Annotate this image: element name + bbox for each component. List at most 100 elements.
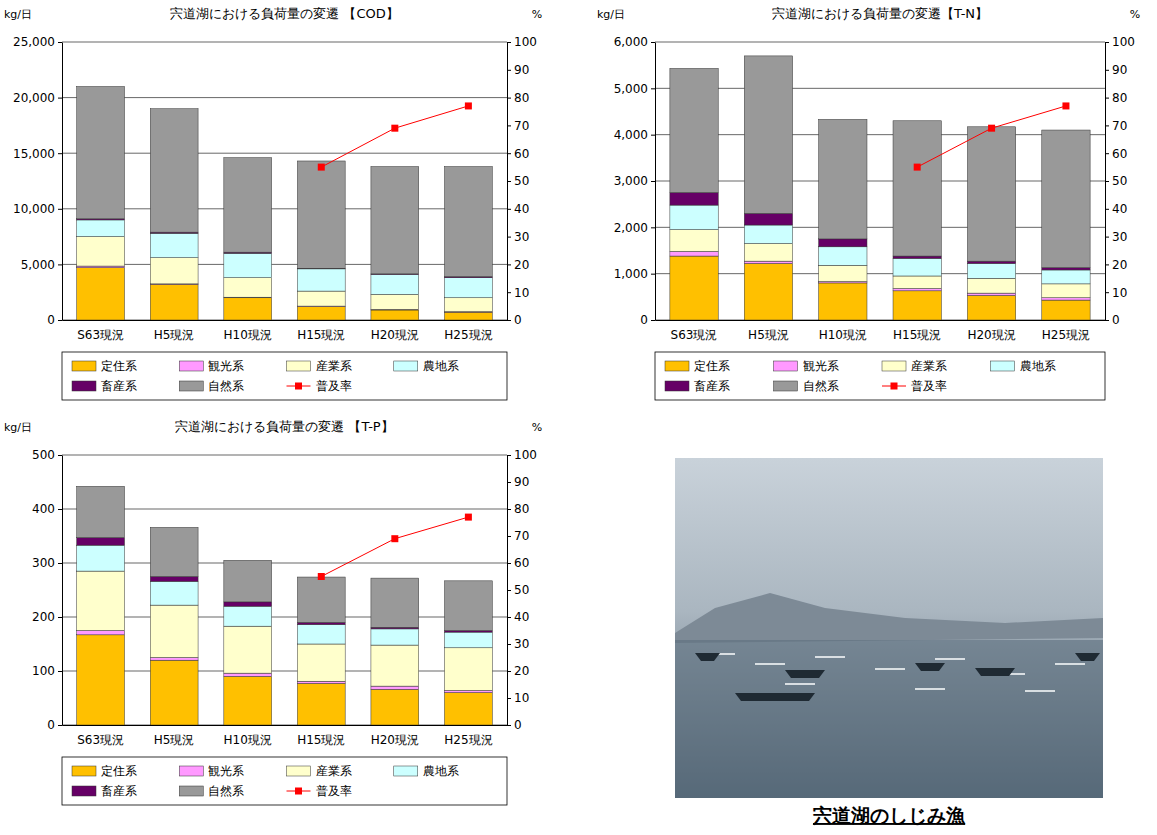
legend-label: 自然系 xyxy=(803,379,839,393)
bar-segment xyxy=(967,261,1015,263)
tick-mark xyxy=(507,617,511,618)
bar-segment xyxy=(819,239,867,247)
y-tick: 0 xyxy=(47,313,62,327)
legend-label: 産業系 xyxy=(316,764,352,778)
grid-line xyxy=(62,264,507,265)
bar-segment xyxy=(371,645,419,686)
legend: 定住系観光系産業系農地系畜産系自然系普及率 xyxy=(62,757,507,805)
x-tick: H25現況 xyxy=(444,328,492,342)
legend-swatch xyxy=(72,766,96,776)
y2-tick: 30 xyxy=(507,230,529,244)
tick-mark xyxy=(507,264,511,265)
y2-tick: 0 xyxy=(507,718,522,732)
bar-segment xyxy=(893,258,941,276)
y2-tick: 80 xyxy=(1105,91,1127,105)
bar-segment xyxy=(967,278,1015,293)
tick-label: 80 xyxy=(514,502,529,516)
legend-swatch xyxy=(891,383,898,390)
y-tick: 2,000 xyxy=(614,221,655,235)
tick-mark xyxy=(507,153,511,154)
photo-water xyxy=(675,640,1103,798)
tick-label: 80 xyxy=(1112,91,1127,105)
bar-segment xyxy=(150,284,198,320)
tick-mark xyxy=(507,125,511,126)
axis-line xyxy=(63,725,508,726)
grid-line xyxy=(62,208,507,209)
chart-panel: 01002003004005000102030405060708090100S6… xyxy=(4,419,542,805)
tick-mark xyxy=(507,482,511,483)
bar-segment xyxy=(1042,300,1090,320)
legend-item: 畜産系 xyxy=(72,379,137,393)
legend-swatch xyxy=(72,786,96,796)
tick-label: H25現況 xyxy=(444,328,492,342)
legend-swatch xyxy=(179,766,203,776)
tick-mark xyxy=(58,671,62,672)
tick-mark xyxy=(507,509,511,510)
bar-segment xyxy=(297,291,345,306)
y2-axis-title: % xyxy=(532,421,542,434)
y-tick: 4,000 xyxy=(614,128,655,142)
line-marker xyxy=(318,573,325,580)
tick-label: 5,000 xyxy=(614,82,648,96)
bar-segment xyxy=(1042,298,1090,300)
tick-mark xyxy=(651,135,655,136)
y-tick: 15,000 xyxy=(13,147,62,161)
line xyxy=(321,106,468,167)
photo-mountains xyxy=(675,593,1103,643)
legend-item: 産業系 xyxy=(882,359,947,373)
line-marker xyxy=(914,164,921,171)
y2-tick: 90 xyxy=(1105,63,1127,77)
tick-mark xyxy=(507,292,511,293)
bar-segment xyxy=(297,161,345,268)
y2-axis: 0102030405060708090100 xyxy=(507,35,537,327)
x-tick: H5現況 xyxy=(748,328,789,342)
photo-sparkle xyxy=(755,663,785,665)
legend-label: 観光系 xyxy=(208,359,244,373)
tick-label: H5現況 xyxy=(748,328,789,342)
line xyxy=(917,106,1066,167)
tick-label: 40 xyxy=(1112,202,1127,216)
y2-axis: 0102030405060708090100 xyxy=(1105,35,1135,327)
y2-tick: 40 xyxy=(507,610,529,624)
bar-segment xyxy=(224,560,272,602)
photo-sparkle xyxy=(1055,663,1085,665)
x-tick: H5現況 xyxy=(154,328,195,342)
y2-tick: 10 xyxy=(1105,286,1127,300)
legend-swatch xyxy=(179,381,203,391)
photo-sparkle xyxy=(915,688,945,690)
tick-mark xyxy=(651,181,655,182)
tick-label: 2,000 xyxy=(614,221,648,235)
tick-mark xyxy=(507,725,511,726)
bar-segment xyxy=(967,263,1015,278)
legend-item: 定住系 xyxy=(72,359,137,373)
tick-mark xyxy=(58,563,62,564)
bar-segment xyxy=(150,581,198,605)
y2-tick: 50 xyxy=(507,174,529,188)
line-marker xyxy=(465,102,472,109)
grid-line xyxy=(655,42,1105,43)
tick-label: 20,000 xyxy=(13,91,55,105)
bar-segment xyxy=(77,571,125,630)
y-tick: 0 xyxy=(47,718,62,732)
bar-segment xyxy=(670,251,718,256)
tick-label: 0 xyxy=(514,718,522,732)
x-tick: H5現況 xyxy=(154,733,195,747)
legend-frame xyxy=(655,352,1105,400)
tick-label: 5,000 xyxy=(21,258,55,272)
x-tick: H20現況 xyxy=(371,733,419,747)
tick-label: 50 xyxy=(1112,174,1127,188)
tick-label: 90 xyxy=(514,475,529,489)
bar-segment xyxy=(1042,284,1090,298)
tick-mark xyxy=(1105,292,1109,293)
x-tick: H25現況 xyxy=(1042,328,1090,342)
bar-segment xyxy=(444,312,492,320)
x-tick: H10現況 xyxy=(819,328,867,342)
grid-line xyxy=(655,320,1105,321)
bar-segment xyxy=(371,578,419,627)
y2-tick: 20 xyxy=(507,258,529,272)
legend-swatch xyxy=(394,766,418,776)
y2-tick: 40 xyxy=(1105,202,1127,216)
legend: 定住系観光系産業系農地系畜産系自然系普及率 xyxy=(655,352,1105,400)
x-tick: H15現況 xyxy=(297,328,345,342)
bar-segment xyxy=(371,686,419,689)
